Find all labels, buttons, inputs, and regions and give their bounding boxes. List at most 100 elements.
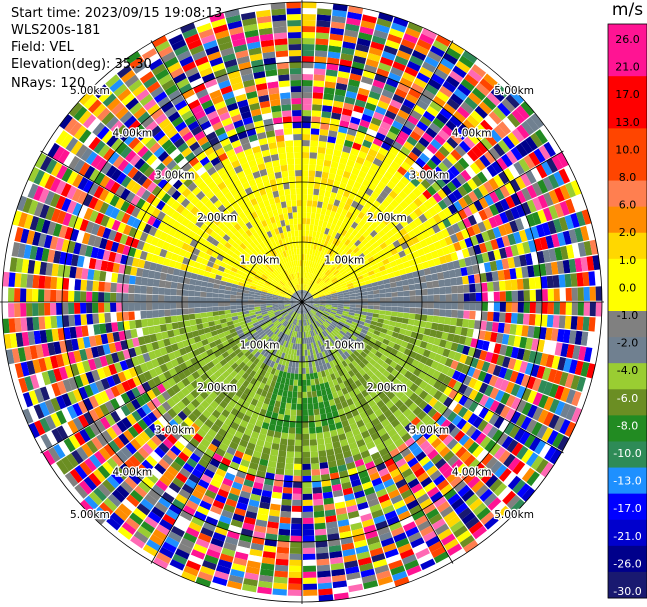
radar-gate: [328, 197, 335, 205]
radar-gate: [108, 363, 118, 376]
radar-gate: [369, 274, 377, 280]
radar-gate: [241, 484, 253, 494]
radar-gate: [508, 164, 520, 179]
radar-gate: [379, 306, 386, 311]
radar-gate: [310, 354, 315, 362]
radar-gate: [272, 348, 278, 356]
radar-gate: [258, 580, 273, 589]
radar-gate: [278, 304, 285, 306]
radar-gate: [63, 437, 76, 453]
radar-gate: [302, 104, 312, 111]
radar-gate: [290, 303, 297, 306]
radar-gate: [415, 157, 426, 168]
radar-gate: [293, 306, 298, 311]
radar-gate: [89, 422, 101, 436]
radar-gate: [332, 218, 339, 226]
radar-gate: [541, 289, 548, 301]
radar-gate: [280, 364, 285, 372]
radar-gate: [394, 399, 404, 409]
radar-gate: [480, 470, 494, 484]
radar-gate: [79, 349, 88, 361]
radar-gate: [305, 291, 309, 298]
radar-gate: [194, 463, 206, 474]
radar-gate: [307, 298, 314, 301]
radar-gate: [397, 296, 404, 302]
radar-gate: [104, 302, 111, 313]
radar-gate: [307, 272, 310, 279]
radar-gate: [536, 250, 545, 264]
radar-gate: [51, 263, 59, 277]
radar-gate: [312, 481, 322, 488]
radar-gate: [302, 290, 304, 297]
radar-gate: [471, 175, 483, 187]
radar-gate: [442, 246, 451, 256]
radar-gate: [351, 321, 358, 327]
radar-gate: [302, 134, 311, 141]
radar-gate: [131, 410, 142, 422]
radar-gate: [348, 326, 356, 332]
radar-gate: [193, 448, 204, 458]
radar-gate: [329, 354, 335, 361]
radar-gate: [150, 236, 160, 247]
radar-gate: [339, 59, 353, 67]
radar-gate: [399, 548, 415, 560]
radar-gate: [564, 421, 577, 438]
radar-gate: [215, 564, 231, 575]
radar-gate: [260, 307, 267, 311]
radar-gate: [269, 347, 275, 354]
radar-gate: [396, 413, 407, 423]
radar-gate: [254, 525, 267, 534]
radar-gate: [269, 399, 276, 407]
radar-gate: [170, 302, 177, 309]
radar-gate: [190, 398, 201, 409]
radar-gate: [420, 314, 428, 322]
radar-gate: [358, 320, 365, 326]
radar-gate: [347, 241, 354, 249]
radar-gate: [324, 87, 335, 95]
radar-gate: [349, 422, 359, 431]
radar-gate: [465, 166, 477, 178]
radar-gate: [373, 289, 380, 295]
radar-gate: [12, 210, 22, 226]
radar-gate: [200, 302, 207, 308]
radar-gate: [299, 344, 302, 350]
radar-gate: [259, 568, 274, 577]
radar-gate: [93, 270, 101, 281]
radar-gate: [466, 265, 474, 276]
radar-gate: [326, 280, 333, 286]
radar-gate: [182, 308, 189, 315]
radar-gate: [300, 313, 302, 320]
radar-gate: [198, 413, 208, 424]
radar-gate: [133, 530, 149, 544]
radar-gate: [316, 432, 324, 440]
radar-gate: [332, 489, 344, 498]
radar-gate: [435, 442, 447, 454]
radar-gate: [533, 148, 546, 163]
radar-gate: [343, 351, 351, 358]
radar-gate: [302, 469, 312, 476]
radar-gate: [474, 320, 481, 330]
radar-gate: [350, 244, 357, 251]
radar-gate: [149, 451, 162, 463]
radar-gate: [308, 279, 312, 286]
radar-gate: [45, 384, 56, 399]
radar-gate: [272, 355, 278, 363]
radar-gate: [496, 432, 509, 446]
radar-gate: [266, 330, 273, 336]
radar-gate: [212, 302, 219, 307]
radar-gate: [254, 304, 261, 307]
radar-gate: [123, 369, 133, 381]
radar-gate: [382, 350, 391, 358]
radar-gate: [111, 219, 121, 231]
radar-gate: [236, 288, 244, 293]
radar-gate: [182, 406, 192, 417]
radar-gate: [330, 386, 337, 394]
radar-gate: [200, 438, 211, 448]
radar-gate: [333, 149, 342, 157]
radar-gate: [105, 388, 115, 401]
radar-gate: [376, 195, 385, 204]
radar-gate: [204, 489, 217, 500]
radar-gate: [190, 380, 200, 389]
radar-gate: [147, 244, 157, 254]
radar-gate: [339, 280, 346, 285]
